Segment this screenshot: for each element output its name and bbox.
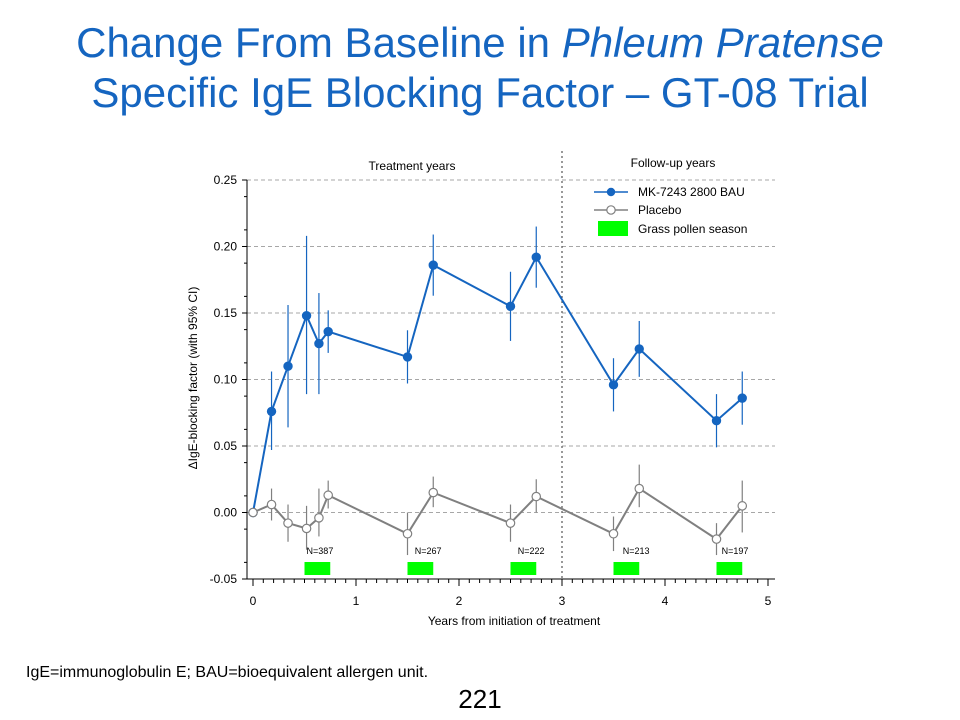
x-axis-label: Years from initiation of treatment: [428, 614, 601, 628]
footnote: IgE=immunoglobulin E; BAU=bioequivalent …: [26, 664, 429, 681]
series-placebo: [248, 464, 748, 556]
x-tick-label: 0: [250, 594, 257, 608]
data-point: [301, 523, 312, 534]
data-point: [283, 518, 293, 528]
data-point: [314, 338, 324, 349]
data-point: [737, 393, 747, 403]
y-tick-label: 0.20: [214, 240, 238, 254]
title-line-1: Change From Baseline in Phleum Pratense: [0, 18, 960, 68]
data-point: [402, 352, 413, 362]
y-axis-label: ΔIgE-blocking factor (with 95% CI): [186, 287, 200, 470]
pollen-season-bar: [407, 562, 434, 575]
n-label: N=222: [518, 546, 545, 556]
title-line-1-italic: Phleum Pratense: [561, 19, 884, 66]
data-point: [428, 487, 439, 498]
title-line-1-prefix: Change From Baseline in: [76, 19, 562, 66]
title-line-2: Specific IgE Blocking Factor – GT-08 Tri…: [91, 69, 869, 116]
n-label: N=267: [415, 546, 442, 556]
legend: MK-7243 2800 BAU Placebo Grass pollen seas…: [594, 185, 747, 236]
data-point: [428, 260, 438, 270]
pollen-season-bars: [304, 562, 743, 575]
data-point: [608, 380, 619, 390]
n-label: N=387: [307, 546, 334, 556]
y-tick-label: 0.00: [214, 506, 238, 520]
data-point: [711, 534, 722, 544]
legend-label: Placebo: [638, 203, 682, 217]
data-point: [266, 406, 277, 417]
x-tick-label: 4: [662, 594, 669, 608]
page-number: 221: [458, 684, 502, 714]
legend-swatch-marker: [606, 187, 616, 197]
y-tick-label: 0.05: [214, 439, 238, 453]
x-tick-label: 3: [559, 594, 566, 608]
data-point: [711, 416, 722, 426]
legend-swatch-marker: [606, 205, 616, 215]
data-point: [283, 361, 293, 371]
plot-frame: -0.05 0.00 0.05 0.10 0.15 0.20 0.25 0 1 2 3 4 5 Years…: [186, 151, 775, 628]
data-point: [505, 301, 516, 312]
x-tick-label: 1: [353, 594, 360, 608]
pollen-season-bar: [716, 562, 743, 575]
data-point: [737, 501, 748, 511]
region-label: Treatment years: [369, 159, 456, 173]
x-tick-label: 2: [456, 594, 463, 608]
data-point: [634, 483, 645, 494]
region-label: Follow-up years: [631, 156, 716, 170]
pollen-season-bar: [510, 562, 537, 575]
data-point: [505, 518, 516, 528]
series-mk7243: [248, 226, 747, 518]
pollen-season-bar: [304, 562, 331, 575]
data-point: [608, 528, 619, 539]
data-point: [266, 499, 277, 510]
n-label: N=197: [722, 546, 749, 556]
n-labels: N=387 N=267 N=222 N=213 N=197: [307, 546, 749, 556]
n-label: N=213: [623, 546, 650, 556]
region-labels: Treatment years Follow-up years: [369, 156, 716, 173]
data-point: [314, 513, 324, 523]
data-point: [634, 344, 644, 354]
pollen-season-bar: [613, 562, 640, 575]
data-point: [301, 310, 312, 321]
y-tick-label: 0.10: [214, 373, 238, 387]
data-point: [323, 326, 333, 337]
series-layer: [248, 226, 748, 556]
y-tick-label: -0.05: [210, 572, 238, 586]
legend-label: MK-7243 2800 BAU: [638, 185, 745, 199]
legend-label: Grass pollen season: [638, 222, 747, 236]
series-line: [252, 255, 743, 513]
y-tick-label: 0.25: [214, 173, 238, 187]
data-point: [323, 490, 333, 501]
data-point: [402, 528, 413, 539]
slide-title: Change From Baseline in Phleum Pratense …: [0, 18, 960, 118]
data-point: [248, 507, 258, 518]
legend-pollen-swatch: [598, 221, 628, 236]
data-point: [531, 252, 541, 262]
data-point: [531, 491, 542, 502]
x-tick-label: 5: [765, 594, 772, 608]
y-tick-label: 0.15: [214, 306, 238, 320]
